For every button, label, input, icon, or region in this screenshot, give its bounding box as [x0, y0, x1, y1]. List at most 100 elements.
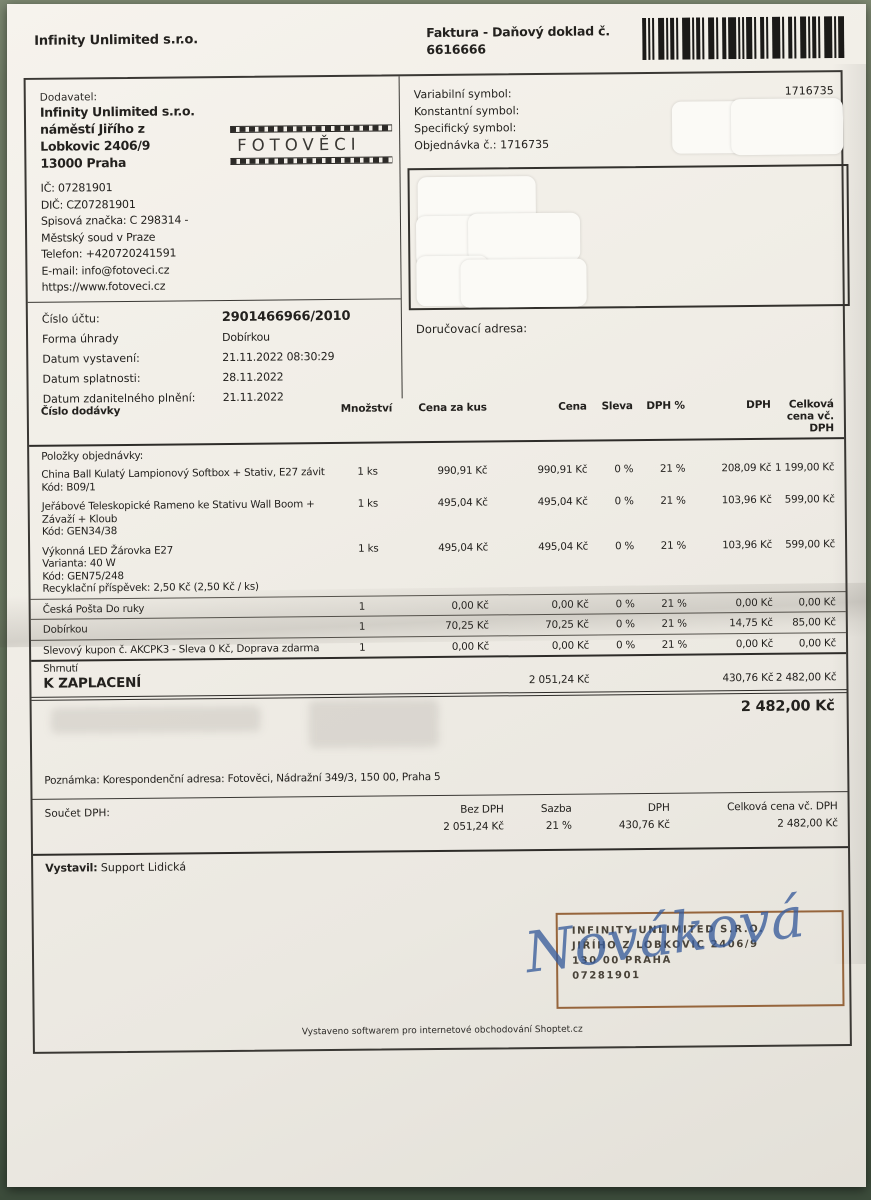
- item-unit-price: 495,04 Kč: [438, 541, 489, 554]
- item-qty: 1: [358, 620, 366, 633]
- item-qty: 1 ks: [358, 542, 379, 555]
- account-number: 2901466966/2010: [221, 308, 351, 326]
- to-pay-vat: 430,76 Kč: [722, 671, 774, 685]
- col-header-price: Cena: [558, 400, 587, 413]
- item-vat: 208,09 Kč: [721, 461, 772, 475]
- item-unit-price: 70,25 Kč: [445, 619, 489, 632]
- payment-section: Číslo účtu: 2901466966/2010 Forma úhrady…: [42, 306, 395, 409]
- vat-summary-section: Součet DPH: Bez DPH Sazba DPH Celková ce…: [32, 791, 849, 856]
- item-name: Jeřábové Teleskopické Rameno ke Stativu …: [41, 498, 315, 526]
- col-header-qty: Množství: [340, 402, 393, 415]
- item-code: Kód: B09/1: [41, 480, 96, 494]
- invoice-title: Faktura - Daňový doklad č.: [426, 23, 610, 41]
- vat-base-value: 2 051,24 Kč: [443, 820, 504, 833]
- item-vat-rate: 21 %: [661, 638, 688, 651]
- item-vat: 0,00 Kč: [735, 637, 774, 650]
- vat-col-rate: Sazba: [540, 802, 572, 816]
- item-recycling-note: Recyklační příspěvek: 2,50 Kč (2,50 Kč /…: [42, 580, 259, 595]
- item-total: 1 199,00 Kč: [774, 461, 835, 474]
- item-vat-rate: 21 %: [659, 462, 686, 475]
- left-section-divider: [27, 298, 401, 303]
- item-total: 85,00 Kč: [792, 616, 836, 629]
- item-vat-rate: 21 %: [660, 494, 686, 507]
- due-date: 28.11.2022: [222, 370, 284, 385]
- redaction-sticker: [467, 212, 581, 262]
- vat-col-base: Bez DPH: [460, 803, 504, 816]
- item-price: 990,91 Kč: [537, 463, 588, 477]
- payment-label: Datum vystavení:: [42, 351, 140, 366]
- col-header-unit-price: Cena za kus: [418, 401, 487, 415]
- item-description: Dobírkou: [43, 621, 343, 636]
- vat-vat-value: 430,76 Kč: [618, 818, 670, 832]
- item-description: China Ball Kulatý Lampionový Softbox + S…: [41, 466, 341, 494]
- table-row: Jeřábové Teleskopické Rameno ke Stativu …: [30, 489, 845, 541]
- to-pay-label: K ZAPLACENÍ: [43, 674, 142, 692]
- item-vat: 103,96 Kč: [721, 493, 772, 507]
- barcode-icon: [642, 16, 845, 61]
- issued-by-line: Vystavil: Support Lidická: [45, 860, 186, 874]
- item-price: 495,04 Kč: [538, 540, 589, 553]
- item-total: 0,00 Kč: [798, 595, 836, 609]
- item-unit-price: 990,91 Kč: [437, 464, 488, 477]
- col-header-discount: Sleva: [601, 400, 633, 413]
- supplier-section: Dodavatel: Infinity Unlimited s.r.o. nám…: [40, 88, 394, 296]
- issued-by-value: Support Lidická: [100, 860, 187, 875]
- item-discount: 0 %: [614, 495, 634, 508]
- col-header-delivery: Číslo dodávky: [40, 405, 121, 418]
- faded-print-smudge: [308, 698, 440, 749]
- item-unit-price: 0,00 Kč: [451, 640, 490, 653]
- item-qty: 1: [359, 641, 366, 654]
- item-qty: 1 ks: [357, 497, 379, 510]
- payment-label: Datum splatnosti:: [42, 371, 141, 386]
- item-qty: 1: [358, 600, 366, 613]
- col-header-total: Celková cena vč. DPH: [786, 398, 835, 435]
- invoice-title-block: Faktura - Daňový doklad č. 6616666: [426, 22, 641, 58]
- variable-symbol-value: 1716735: [784, 84, 834, 98]
- issue-date: 21.11.2022 08:30:29: [222, 349, 335, 365]
- supplier-website: https://www.fotoveci.cz: [41, 279, 166, 294]
- table-row: Výkonná LED Žárovka E27 Varianta: 40 W K…: [30, 534, 846, 599]
- redaction-sticker: [730, 98, 844, 156]
- payment-row: Číslo účtu: 2901466966/2010: [42, 306, 394, 329]
- item-total: 599,00 Kč: [784, 493, 835, 506]
- col-header-vat: DPH: [746, 398, 771, 412]
- item-vat: 103,96 Kč: [722, 538, 773, 551]
- software-footer: Vystaveno softwarem pro internetové obch…: [301, 1024, 583, 1038]
- invoice-number: 6616666: [426, 41, 486, 58]
- vat-col-total: Celková cena vč. DPH: [727, 800, 838, 814]
- item-description: Česká Pošta Do ruky: [43, 600, 343, 615]
- item-unit-price: 495,04 Kč: [437, 496, 488, 509]
- items-table: Číslo dodávky Množství Cena za kus Cena …: [28, 394, 847, 722]
- fotoveci-logo: FOTOVĚCI: [230, 124, 393, 165]
- item-description: Výkonná LED Žárovka E27 Varianta: 40 W K…: [42, 542, 342, 595]
- item-vat: 14,75 Kč: [729, 616, 773, 630]
- cod-name: Dobírkou: [42, 623, 88, 636]
- company-stamp: INFINITY UNLIMITED S.R.O. JIŘÍHO Z LOBKO…: [521, 885, 845, 1009]
- item-discount: 0 %: [614, 463, 634, 476]
- item-description: Slevový kupon č. AKCPK3 - Sleva 0 Kč, Do…: [43, 641, 343, 657]
- payment-method: Dobírkou: [222, 330, 270, 345]
- item-unit-price: 0,00 Kč: [451, 599, 489, 612]
- shipping-name: Česká Pošta Do ruky: [42, 602, 145, 616]
- spacer: [401, 683, 489, 684]
- vat-summary-grid: Bez DPH Sazba DPH Celková cena vč. DPH 2…: [389, 798, 838, 836]
- coupon-name: Slevový kupon č. AKCPK3 - Sleva 0 Kč, Do…: [43, 641, 320, 657]
- delivery-address-label: Doručovací adresa:: [415, 321, 528, 337]
- stamp-id: 07281901: [572, 970, 641, 982]
- payment-label: Číslo účtu:: [41, 312, 100, 326]
- table-header-row: Číslo dodávky Množství Cena za kus Cena …: [28, 394, 845, 447]
- column-divider: [398, 76, 403, 399]
- redaction-sticker: [460, 258, 587, 308]
- payment-label: Forma úhrady: [42, 332, 119, 346]
- item-discount: 0 %: [615, 539, 635, 552]
- issued-by-label: Vystavil:: [45, 861, 98, 875]
- item-code: Kód: GEN34/38: [41, 525, 118, 538]
- item-description: Jeřábové Teleskopické Rameno ke Stativu …: [42, 498, 342, 538]
- item-vat-rate: 21 %: [661, 617, 687, 630]
- item-discount: 0 %: [615, 597, 635, 610]
- to-pay-total: 2 482,00 Kč: [775, 671, 837, 684]
- logo-text: FOTOVĚCI: [237, 134, 361, 155]
- item-vat-rate: 21 %: [660, 539, 687, 552]
